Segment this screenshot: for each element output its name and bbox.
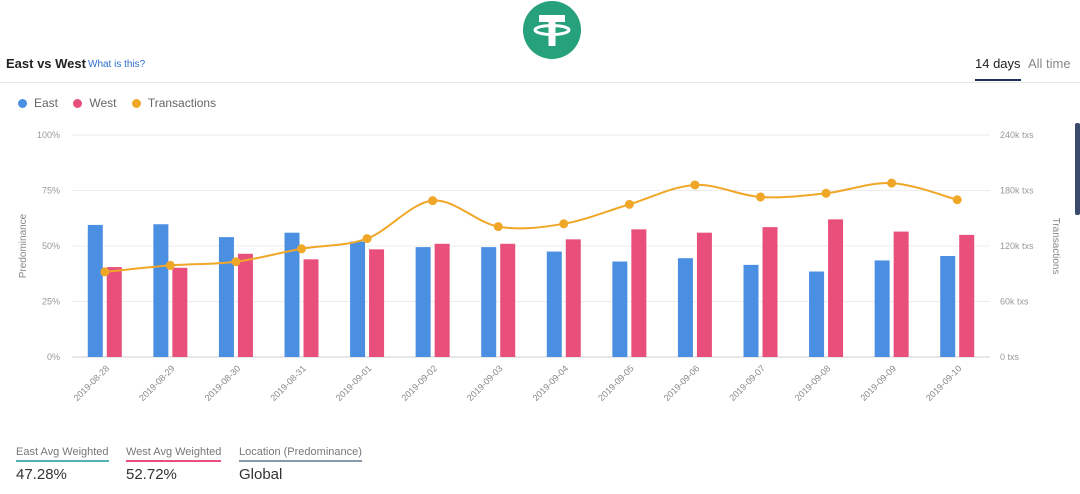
transactions-point <box>952 195 962 205</box>
transactions-point <box>756 192 765 202</box>
y-tick-label: 75% <box>42 186 60 196</box>
legend-dot-west <box>73 98 83 108</box>
transactions-point <box>559 219 569 229</box>
x-tick-label: 2019-09-07 <box>727 363 767 403</box>
bar-west <box>106 267 122 357</box>
y2-tick-label: 180k txs <box>1000 186 1034 196</box>
bar-west <box>500 243 516 357</box>
y2-tick-label: 60k txs <box>1000 297 1029 307</box>
x-tick-label: 2019-09-08 <box>793 363 833 403</box>
x-tick-label: 2019-08-30 <box>203 363 243 403</box>
chart-legend: East West Transactions <box>18 96 228 111</box>
bar-west <box>893 231 909 357</box>
bar-west <box>172 267 188 357</box>
x-tick-label: 2019-09-05 <box>596 363 636 403</box>
y-tick-label: 25% <box>42 297 60 307</box>
tether-logo-icon <box>523 1 581 59</box>
bar-west <box>762 227 778 357</box>
transactions-point <box>362 234 372 244</box>
transactions-point <box>297 244 306 254</box>
y-tick-label: 100% <box>37 130 60 140</box>
bar-east <box>415 247 431 357</box>
chart-area: 0% 0 txs 25% 60k txs 50% 120k txs 75% 180k txs 1… <box>18 130 1061 403</box>
tab-all-time[interactable]: All time <box>1028 56 1071 71</box>
stat-value: Global <box>239 466 283 483</box>
bar-east <box>218 237 234 357</box>
bar-east <box>809 271 825 357</box>
legend-label-transactions: Transactions <box>147 96 217 110</box>
transactions-point <box>887 178 897 188</box>
bar-east <box>350 241 366 357</box>
x-tick-label: 2019-09-03 <box>465 363 505 403</box>
bar-east <box>940 255 956 357</box>
legend-item-transactions[interactable]: Transactions <box>131 96 217 110</box>
x-tick-label: 2019-09-06 <box>662 363 702 403</box>
legend-item-east[interactable]: East <box>18 96 58 110</box>
bar-east <box>284 232 300 357</box>
legend-dot-transactions <box>131 98 141 108</box>
bar-east <box>612 261 628 357</box>
legend-item-west[interactable]: West <box>73 96 116 110</box>
legend-dot-east <box>18 98 27 108</box>
bar-east <box>87 224 103 357</box>
x-tick-label: 2019-09-10 <box>924 363 964 403</box>
bar-west <box>828 219 844 357</box>
transactions-point <box>624 199 634 209</box>
y2-tick-label: 240k txs <box>1000 130 1034 140</box>
what-is-this-link[interactable]: What is this? <box>88 59 146 70</box>
transactions-point <box>690 180 700 190</box>
transactions-point <box>821 188 831 198</box>
bar-west <box>565 239 581 357</box>
y-tick-label: 0% <box>47 352 60 362</box>
stat-east-avg: East Avg Weighted 47.28% <box>16 442 109 483</box>
bar-east <box>743 264 759 357</box>
y2-axis-title: Transactions <box>1050 218 1061 275</box>
bar-east <box>153 224 169 357</box>
bar-east <box>677 258 693 357</box>
side-scroll-handle[interactable] <box>1075 123 1080 215</box>
bar-west <box>303 259 319 357</box>
bar-east <box>481 247 497 357</box>
bar-east <box>546 251 562 357</box>
bar-east <box>874 260 890 357</box>
stat-value: 47.28% <box>16 466 67 483</box>
x-tick-label: 2019-08-31 <box>268 363 308 403</box>
bar-west <box>959 234 975 357</box>
x-tick-label: 2019-09-09 <box>858 363 898 403</box>
transactions-point <box>428 196 438 206</box>
y-tick-label: 50% <box>42 241 60 251</box>
stat-label: East Avg Weighted <box>16 446 109 462</box>
stat-label: Location (Predominance) <box>239 446 362 462</box>
x-tick-label: 2019-09-02 <box>399 363 439 403</box>
transactions-line <box>104 182 958 273</box>
transactions-point <box>493 222 503 232</box>
transactions-point <box>100 267 110 277</box>
x-tick-label: 2019-09-01 <box>334 363 374 403</box>
stat-west-avg: West Avg Weighted 52.72% <box>126 442 222 483</box>
x-tick-label: 2019-09-04 <box>531 363 571 403</box>
legend-label-west: West <box>89 96 117 110</box>
tab-14-days[interactable]: 14 days <box>975 56 1021 81</box>
stat-value: 52.72% <box>126 466 177 483</box>
y2-tick-label: 0 txs <box>1000 352 1020 362</box>
x-tick-label: 2019-08-29 <box>137 363 177 403</box>
x-tick-label: 2019-08-28 <box>72 363 112 403</box>
bar-west <box>631 229 647 357</box>
y-axis-title: Predominance <box>18 213 29 278</box>
stat-location: Location (Predominance) Global <box>239 442 362 483</box>
bar-west <box>369 249 385 357</box>
page-title: East vs West <box>6 56 86 71</box>
bar-west <box>237 253 253 357</box>
transactions-point <box>165 260 175 270</box>
legend-label-east: East <box>34 96 59 110</box>
transactions-point <box>231 257 241 267</box>
chart-header: East vs West What is this? 14 days All t… <box>0 48 1080 83</box>
bar-west <box>696 232 712 357</box>
bar-west <box>434 243 450 357</box>
stat-label: West Avg Weighted <box>126 446 222 462</box>
y2-tick-label: 120k txs <box>1000 241 1034 251</box>
